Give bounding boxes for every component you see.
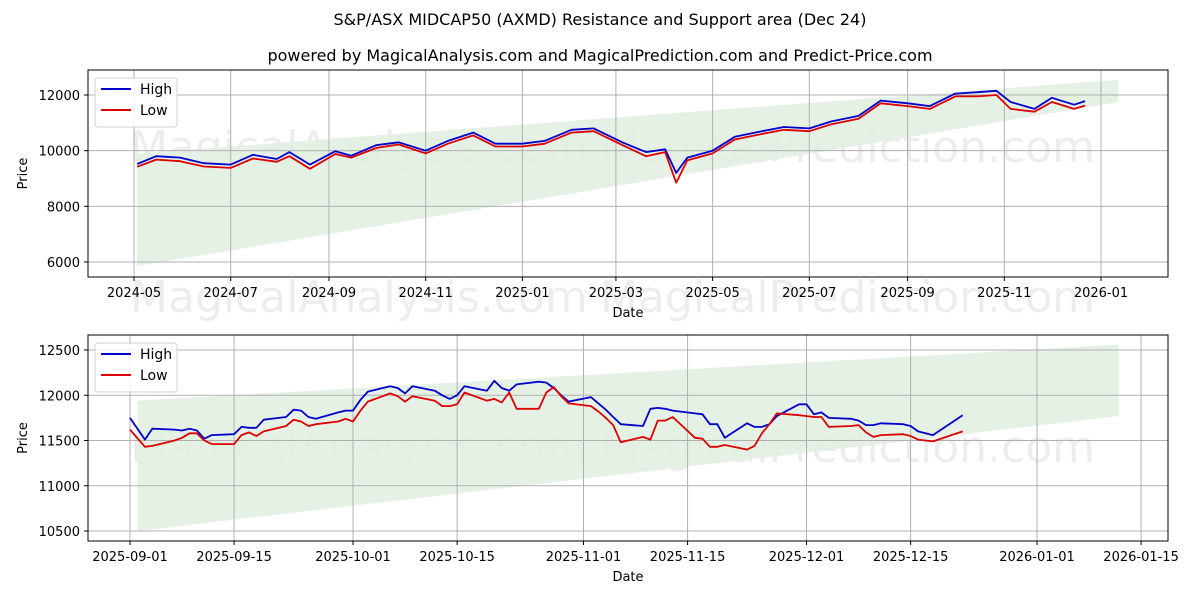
- legend-label-high: High: [140, 82, 172, 98]
- x-tick-label: 2024-11: [399, 286, 453, 301]
- x-tick-label: 2025-01: [495, 286, 549, 301]
- watermark-text: MagicalAnalysis.com: [130, 272, 588, 323]
- x-tick-label: 2025-05: [685, 286, 739, 301]
- x-tick-label: 2025-09: [880, 286, 934, 301]
- legend-label-low: Low: [140, 103, 168, 119]
- x-tick-label: 2026-01: [1074, 286, 1128, 301]
- x-tick-label: 2024-09: [302, 286, 356, 301]
- chart-subtitle: powered by MagicalAnalysis.com and Magic…: [267, 46, 933, 65]
- x-tick-label: 2025-11-15: [650, 550, 726, 565]
- chart-panel-1: MagicalAnalysis.comMagicalPrediction.com…: [16, 69, 1169, 323]
- legend-box: [94, 77, 178, 128]
- legend-box: [94, 342, 178, 393]
- series-line-low: [136, 94, 1086, 184]
- y-axis-label: Price: [16, 158, 31, 190]
- y-axis-label: Price: [16, 422, 31, 454]
- y-tick-label: 12500: [39, 344, 80, 359]
- x-axis-label: Date: [612, 570, 643, 585]
- x-tick-label: 2025-09-01: [92, 550, 168, 565]
- x-tick-label: 2025-11-01: [546, 550, 622, 565]
- y-tick-label: 11500: [39, 435, 80, 450]
- x-tick-label: 2025-07: [782, 286, 836, 301]
- plot-frame: [87, 69, 1169, 278]
- x-tick-label: 2025-03: [589, 286, 643, 301]
- x-tick-label: 2025-12-01: [769, 550, 845, 565]
- y-tick-label: 10000: [39, 145, 80, 160]
- x-tick-label: 2025-12-15: [873, 550, 949, 565]
- chart-panel-2: MagicalAnalysis.comMagicalPrediction.com…: [16, 334, 1179, 585]
- y-tick-label: 11000: [39, 480, 80, 495]
- y-tick-label: 12000: [39, 389, 80, 404]
- x-tick-label: 2026-01-15: [1103, 550, 1179, 565]
- y-tick-label: 12000: [39, 89, 80, 104]
- legend-label-high: High: [140, 347, 172, 363]
- support-resistance-band: [137, 344, 1119, 531]
- legend-label-low: Low: [140, 368, 168, 384]
- x-tick-label: 2024-05: [107, 286, 161, 301]
- series-line-high: [129, 379, 964, 441]
- y-tick-label: 6000: [47, 256, 80, 271]
- series-line-low: [129, 386, 963, 451]
- x-tick-label: 2025-10-15: [419, 550, 495, 565]
- y-tick-label: 8000: [47, 200, 80, 215]
- x-tick-label: 2026-01-01: [999, 550, 1075, 565]
- chart-title: S&P/ASX MIDCAP50 (AXMD) Resistance and S…: [333, 10, 867, 29]
- x-tick-label: 2025-10-01: [315, 550, 391, 565]
- x-tick-label: 2025-09-15: [196, 550, 272, 565]
- legend: High Low: [94, 77, 178, 128]
- y-tick-label: 10500: [39, 525, 80, 540]
- x-tick-label: 2024-07: [204, 286, 258, 301]
- x-axis-label: Date: [612, 306, 643, 321]
- watermark-text: MagicalPrediction.com: [600, 272, 1095, 323]
- x-tick-label: 2025-11: [977, 286, 1031, 301]
- legend: High Low: [94, 342, 178, 393]
- plot-frame: [87, 334, 1169, 542]
- series-line-high: [136, 89, 1086, 174]
- support-resistance-band: [137, 79, 1119, 267]
